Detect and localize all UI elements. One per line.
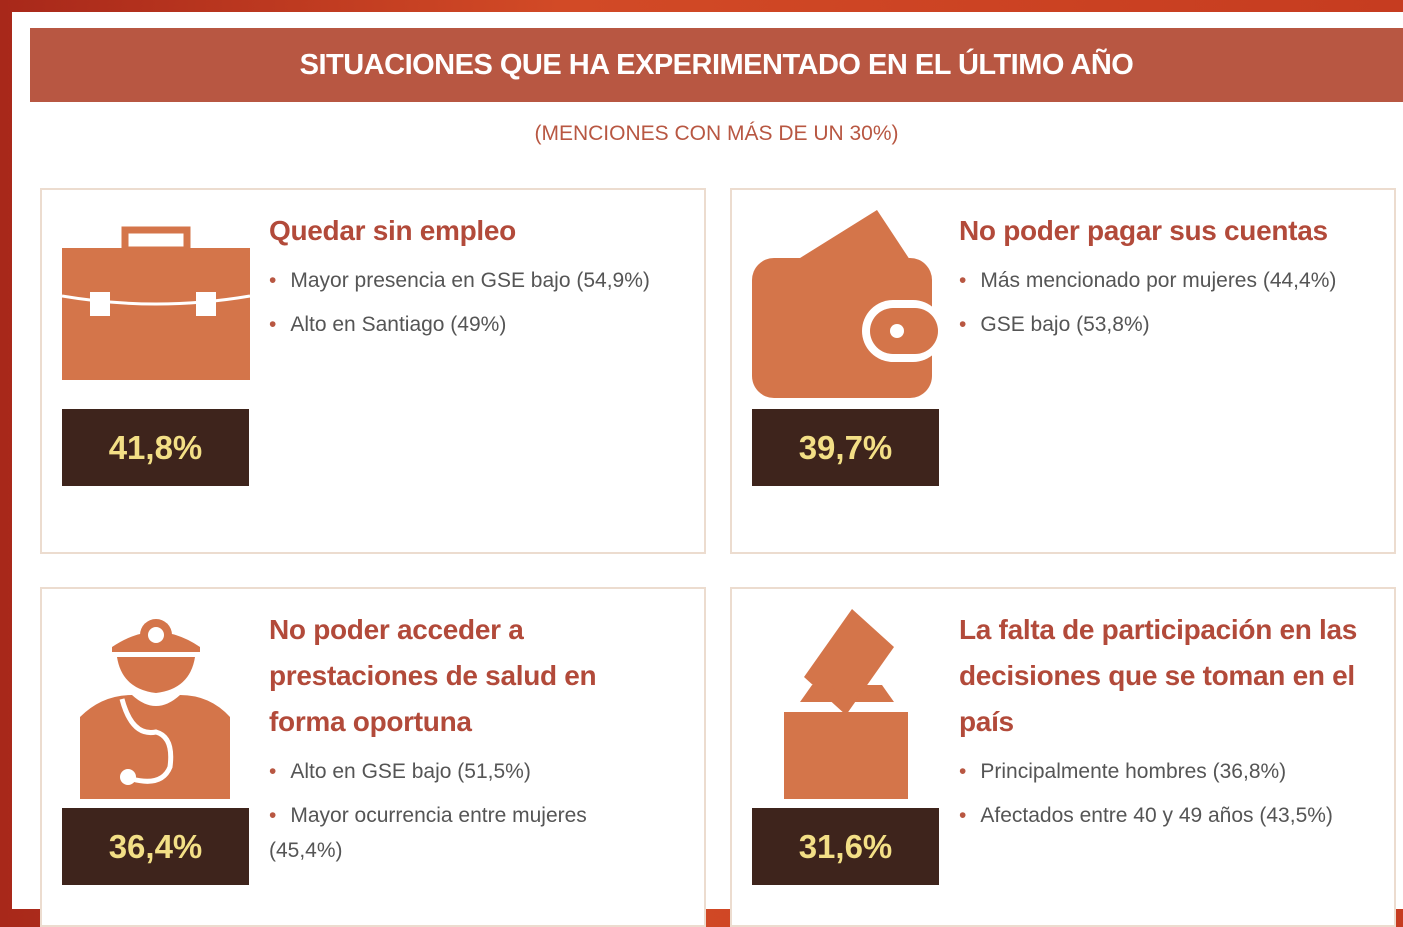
bullet: Principalmente hombres (36,8%) (959, 754, 1369, 789)
bullet: Afectados entre 40 y 49 años (43,5%) (959, 798, 1369, 833)
value: 41,8% (62, 409, 249, 486)
bullet: Alto en GSE bajo (51,5%) (269, 754, 659, 789)
briefcase-icon (62, 226, 251, 380)
subtitle: (MENCIONES CON MÁS DE UN 30%) (534, 122, 899, 145)
bullet: Más mencionado por mujeres (44,4%) (959, 263, 1369, 298)
card: 39,7% No poder pagar sus cuentas Más men… (730, 188, 1396, 554)
ballot-icon (784, 609, 908, 799)
value: 31,6% (752, 808, 939, 885)
doctor-icon (80, 619, 230, 799)
banner-title: SITUACIONES QUE HA EXPERIMENTADO EN EL Ú… (30, 28, 1403, 102)
bullet: Alto en Santiago (49%) (269, 307, 679, 342)
card-title: La falta de participación en las decisio… (959, 614, 1358, 737)
card: 36,4% No poder acceder a prestaciones de… (40, 587, 706, 927)
bullet: GSE bajo (53,8%) (959, 307, 1369, 342)
card: 31,6% La falta de participación en las d… (730, 587, 1396, 927)
card: 41,8% Quedar sin empleo Mayor presencia … (40, 188, 706, 554)
value: 39,7% (752, 409, 939, 486)
wallet-icon (752, 210, 942, 398)
bullet: Mayor ocurrencia entre mujeres (45,4%) (269, 798, 659, 868)
bullet: Mayor presencia en GSE bajo (54,9%) (269, 263, 679, 298)
card-title: No poder pagar sus cuentas (959, 215, 1328, 246)
value: 36,4% (62, 808, 249, 885)
card-title: No poder acceder a prestaciones de salud… (269, 614, 597, 737)
card-title: Quedar sin empleo (269, 215, 516, 246)
